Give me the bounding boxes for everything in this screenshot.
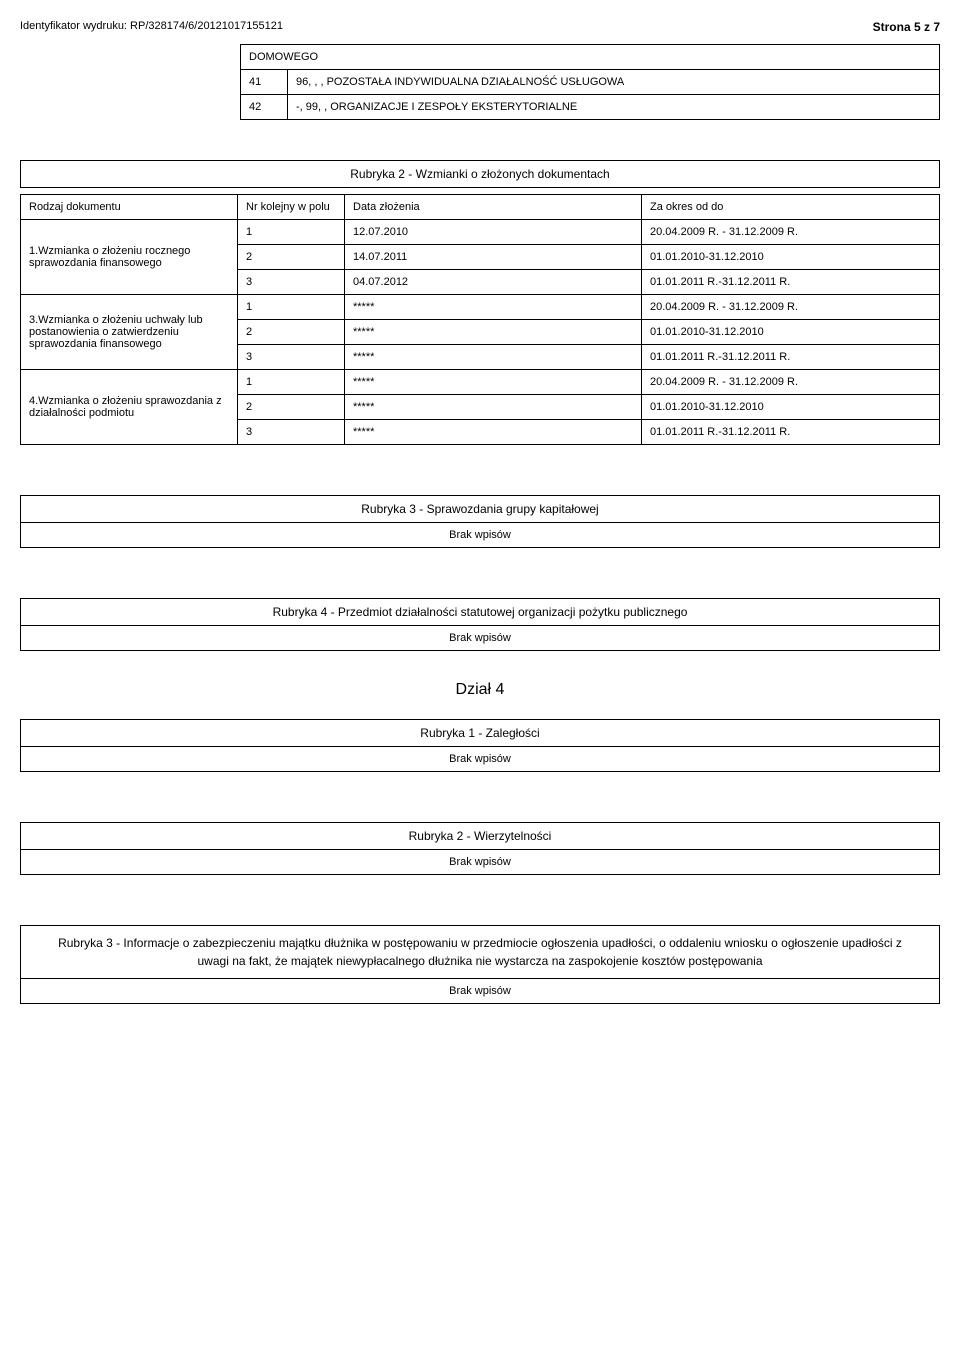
empty-label: Brak wpisów [21, 523, 940, 548]
section-title: Rubryka 4 - Przedmiot działalności statu… [21, 599, 940, 626]
rubryka2-title-box: Rubryka 2 - Wzmianki o złożonych dokumen… [20, 160, 940, 188]
cell-date: ***** [345, 395, 642, 420]
rubryka4-stat-block: Rubryka 4 - Przedmiot działalności statu… [20, 598, 940, 651]
cell-num: 2 [238, 245, 345, 270]
row-label: 1.Wzmianka o złożeniu rocznego sprawozda… [21, 220, 238, 295]
table-row: DOMOWEGO [241, 45, 940, 70]
cell-period: 20.04.2009 R. - 31.12.2009 R. [642, 220, 940, 245]
cell-num: 3 [238, 270, 345, 295]
table-row: 42 -, 99, , ORGANIZACJE I ZESPOŁY EKSTER… [241, 95, 940, 120]
cell-date: ***** [345, 320, 642, 345]
cell-num: 2 [238, 320, 345, 345]
rubryka3-zabezp-table: Rubryka 3 - Informacje o zabezpieczeniu … [20, 925, 940, 1004]
empty-label: Brak wpisów [21, 979, 940, 1004]
col-header: Nr kolejny w polu [238, 195, 345, 220]
cell-period: 01.01.2011 R.-31.12.2011 R. [642, 270, 940, 295]
cell-num: 3 [238, 420, 345, 445]
col-header: Data złożenia [345, 195, 642, 220]
rubryka2-docs-table: Rodzaj dokumentu Nr kolejny w polu Data … [20, 194, 940, 445]
cell-text: 96, , , POZOSTAŁA INDYWIDUALNA DZIAŁALNO… [288, 70, 940, 95]
page-header: Identyfikator wydruku: RP/328174/6/20121… [20, 20, 940, 34]
page: Identyfikator wydruku: RP/328174/6/20121… [0, 0, 960, 1044]
cell-text: DOMOWEGO [241, 45, 940, 70]
row-label: 3.Wzmianka o złożeniu uchwały lub postan… [21, 295, 238, 370]
top-table: DOMOWEGO 41 96, , , POZOSTAŁA INDYWIDUAL… [240, 44, 940, 120]
cell-date: ***** [345, 370, 642, 395]
col-header: Za okres od do [642, 195, 940, 220]
rubryka2-wierz-block: Rubryka 2 - Wierzytelności Brak wpisów [20, 822, 940, 875]
cell-period: 20.04.2009 R. - 31.12.2009 R. [642, 295, 940, 320]
cell-date: 14.07.2011 [345, 245, 642, 270]
cell-num: 1 [238, 370, 345, 395]
page-number: Strona 5 z 7 [873, 20, 940, 34]
table-row: 1.Wzmianka o złożeniu rocznego sprawozda… [21, 220, 940, 245]
cell-date: 12.07.2010 [345, 220, 642, 245]
print-id: Identyfikator wydruku: RP/328174/6/20121… [20, 20, 283, 34]
rubryka2-wierz-table: Rubryka 2 - Wierzytelności Brak wpisów [20, 822, 940, 875]
cell-period: 01.01.2011 R.-31.12.2011 R. [642, 345, 940, 370]
rubryka3-kapital-table: Rubryka 3 - Sprawozdania grupy kapitałow… [20, 495, 940, 548]
rubryka1-zaleg-block: Rubryka 1 - Zaległości Brak wpisów [20, 719, 940, 772]
cell-period: 01.01.2010-31.12.2010 [642, 245, 940, 270]
cell-num: 3 [238, 345, 345, 370]
rubryka3-kapital-block: Rubryka 3 - Sprawozdania grupy kapitałow… [20, 495, 940, 548]
section-title: Rubryka 2 - Wierzytelności [21, 823, 940, 850]
cell-num: 1 [238, 295, 345, 320]
rubryka3-zabezp-block: Rubryka 3 - Informacje o zabezpieczeniu … [20, 925, 940, 1004]
cell-num: 2 [238, 395, 345, 420]
rubryka2-title: Rubryka 2 - Wzmianki o złożonych dokumen… [21, 161, 939, 187]
row-label: 4.Wzmianka o złożeniu sprawozdania z dzi… [21, 370, 238, 445]
table-row: 4.Wzmianka o złożeniu sprawozdania z dzi… [21, 370, 940, 395]
cell-date: ***** [345, 295, 642, 320]
cell-period: 20.04.2009 R. - 31.12.2009 R. [642, 370, 940, 395]
cell-text: -, 99, , ORGANIZACJE I ZESPOŁY EKSTERYTO… [288, 95, 940, 120]
cell-num: 1 [238, 220, 345, 245]
cell-date: ***** [345, 420, 642, 445]
section-title: Rubryka 3 - Sprawozdania grupy kapitałow… [21, 496, 940, 523]
empty-label: Brak wpisów [21, 626, 940, 651]
dzial-heading: Dział 4 [20, 681, 940, 699]
empty-label: Brak wpisów [21, 850, 940, 875]
section-title: Rubryka 3 - Informacje o zabezpieczeniu … [21, 926, 940, 979]
table-head-row: Rodzaj dokumentu Nr kolejny w polu Data … [21, 195, 940, 220]
cell-period: 01.01.2010-31.12.2010 [642, 395, 940, 420]
section-title: Rubryka 1 - Zaległości [21, 720, 940, 747]
cell-period: 01.01.2011 R.-31.12.2011 R. [642, 420, 940, 445]
rubryka4-stat-table: Rubryka 4 - Przedmiot działalności statu… [20, 598, 940, 651]
cell-date: 04.07.2012 [345, 270, 642, 295]
top-table-wrap: DOMOWEGO 41 96, , , POZOSTAŁA INDYWIDUAL… [240, 44, 940, 120]
cell-num: 41 [241, 70, 288, 95]
table-row: 3.Wzmianka o złożeniu uchwały lub postan… [21, 295, 940, 320]
cell-num: 42 [241, 95, 288, 120]
table-row: 41 96, , , POZOSTAŁA INDYWIDUALNA DZIAŁA… [241, 70, 940, 95]
cell-period: 01.01.2010-31.12.2010 [642, 320, 940, 345]
cell-date: ***** [345, 345, 642, 370]
empty-label: Brak wpisów [21, 747, 940, 772]
rubryka1-zaleg-table: Rubryka 1 - Zaległości Brak wpisów [20, 719, 940, 772]
col-header: Rodzaj dokumentu [21, 195, 238, 220]
